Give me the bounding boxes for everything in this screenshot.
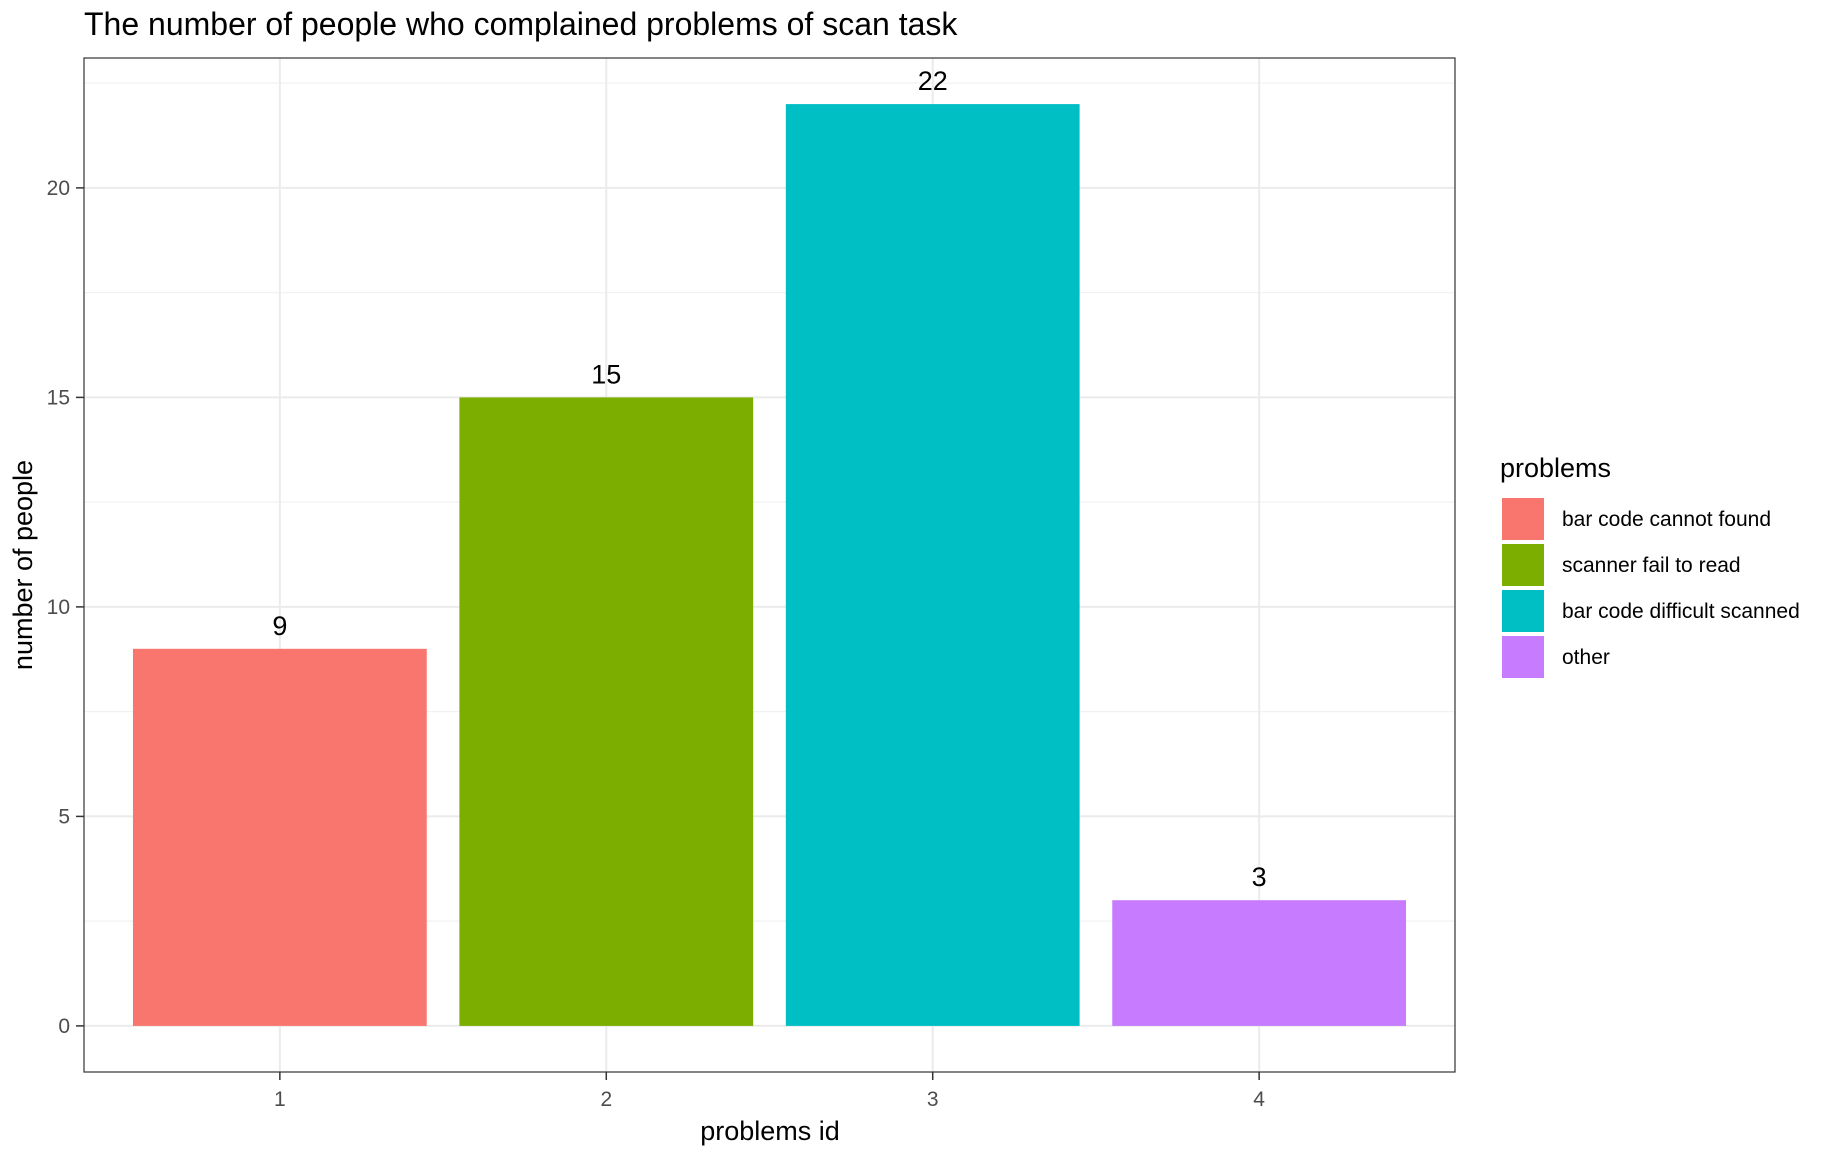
legend-items: bar code cannot found scanner fail to rea… (1502, 498, 1800, 678)
plot-border (83, 57, 1456, 1073)
y-tick-label: 15 (47, 386, 70, 409)
x-tick-label: 3 (927, 1088, 939, 1111)
data-labels: 9 15 22 3 (272, 66, 1266, 892)
bar-2 (459, 397, 754, 1026)
legend-label: scanner fail to read (1562, 554, 1741, 577)
y-tick-label: 20 (47, 177, 70, 200)
x-axis-title: problems id (700, 1116, 840, 1146)
x-tick-label: 2 (600, 1088, 612, 1111)
legend-title: problems (1500, 453, 1611, 483)
chart-title: The number of people who complained prob… (84, 6, 958, 42)
y-tick-label: 5 (58, 805, 70, 828)
legend-label: bar code difficult scanned (1562, 600, 1800, 623)
bar-4 (1112, 900, 1407, 1026)
legend-label: bar code cannot found (1562, 508, 1771, 531)
bar-3 (785, 104, 1080, 1026)
legend-key (1502, 590, 1544, 632)
x-tick-label: 4 (1253, 1088, 1265, 1111)
data-label-3: 22 (918, 66, 948, 96)
legend-key (1502, 636, 1544, 678)
data-label-2: 15 (591, 359, 621, 389)
legend-key (1502, 498, 1544, 540)
legend-label: other (1562, 646, 1610, 669)
x-tick-label: 1 (274, 1088, 286, 1111)
bar-1 (132, 648, 427, 1026)
x-axis: 1 2 3 4 (274, 1072, 1265, 1111)
bars (132, 104, 1407, 1026)
data-label-4: 3 (1252, 862, 1267, 892)
y-tick-label: 0 (58, 1015, 70, 1038)
legend: problems bar code cannot found scanner fa… (1500, 453, 1800, 678)
data-label-1: 9 (272, 611, 287, 641)
y-tick-label: 10 (47, 596, 70, 619)
y-axis: 0 5 10 15 20 (47, 177, 84, 1038)
legend-key (1502, 544, 1544, 586)
y-axis-title: number of people (8, 460, 38, 670)
